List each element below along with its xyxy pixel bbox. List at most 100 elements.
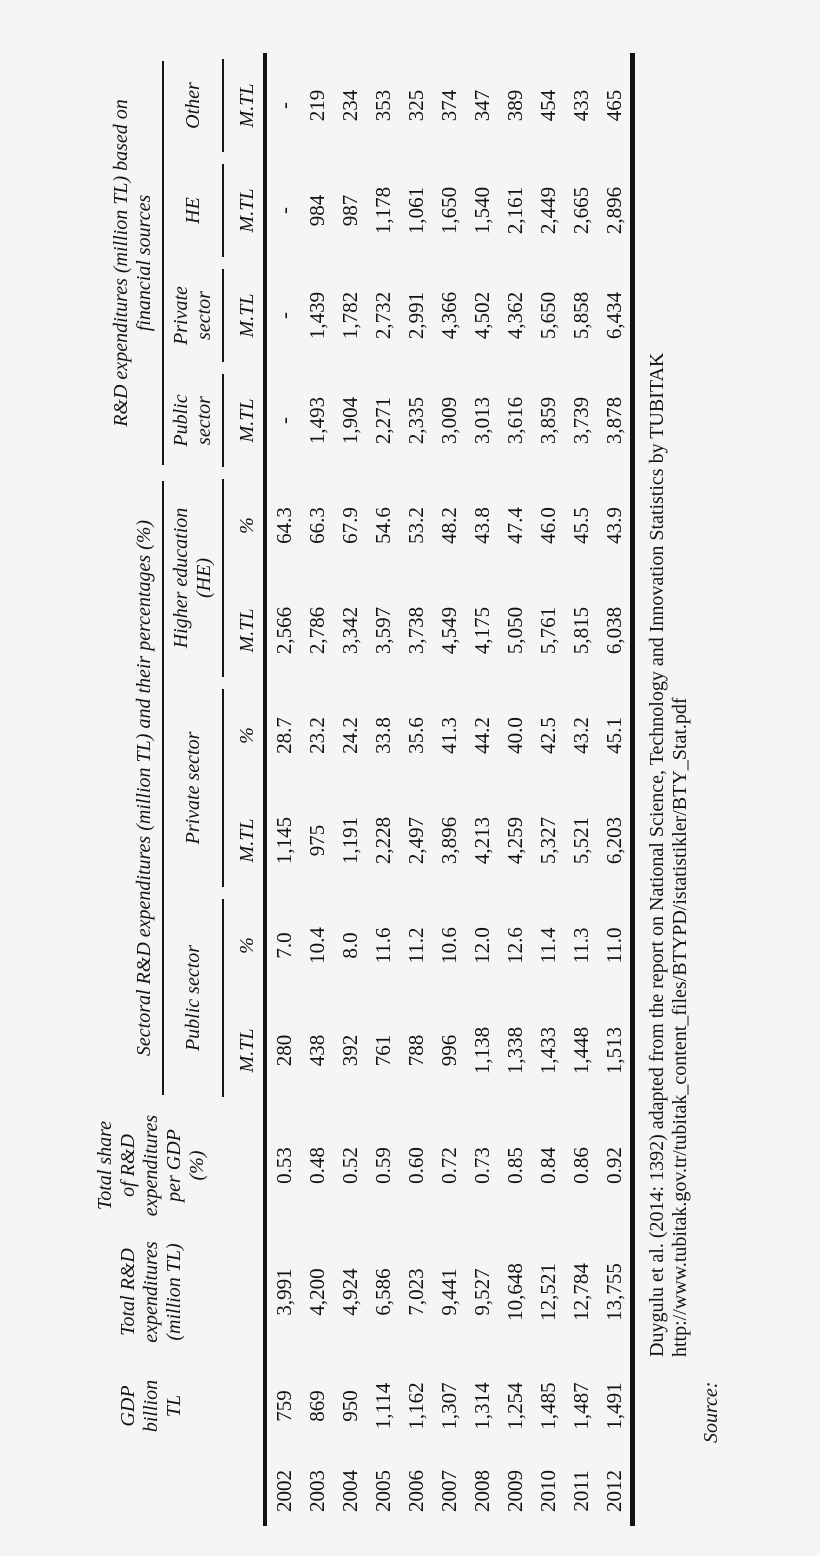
value-cell: 2,786 (304, 606, 329, 655)
value-cell: - (271, 207, 296, 214)
value-cell: 4,366 (436, 291, 461, 340)
value-cell: 48.2 (436, 507, 461, 544)
header-line: Total share (93, 1120, 116, 1211)
value-cell: 3,342 (337, 606, 362, 655)
value-cell: 4,362 (502, 291, 527, 340)
value-cell: 0.59 (370, 1147, 395, 1184)
value-cell: 1,448 (568, 1026, 593, 1075)
value-cell: 5,327 (535, 816, 560, 865)
value-cell: 40.0 (502, 717, 527, 754)
value-cell: 2,161 (502, 186, 527, 235)
group-title-sectoral: Sectoral R&D expenditures (million TL) a… (36, 481, 164, 1095)
measure-label: M.TL (236, 188, 258, 233)
value-cell: 1,061 (403, 186, 428, 235)
value-cell: 4,259 (502, 816, 527, 865)
value-cell: - (271, 102, 296, 109)
value-cell: 43.9 (601, 507, 626, 544)
header-line: Public sector (181, 944, 204, 1052)
value-cell: 46.0 (535, 507, 560, 544)
value-cell: 66.3 (304, 507, 329, 544)
year-cell: 2002 (271, 1470, 296, 1512)
value-cell: 1,178 (370, 186, 395, 235)
value-cell: 11.4 (535, 927, 560, 964)
measure-label: M.TL (236, 818, 258, 863)
value-cell: 6,434 (601, 291, 626, 340)
subheader-fin-public-sector: Public sector (164, 374, 224, 467)
year-cell: 2008 (469, 1470, 494, 1512)
year-cell: 2007 (436, 1470, 461, 1512)
group-title-financial-sources: R&D expenditures (million TL) based on fi… (36, 61, 164, 465)
value-cell: 788 (403, 1034, 428, 1067)
value-cell: 41.3 (436, 717, 461, 754)
value-cell: 325 (403, 89, 428, 122)
value-cell: 10.6 (436, 927, 461, 964)
measure-label: % (236, 727, 258, 744)
value-cell: 1,491 (601, 1382, 626, 1430)
value-cell: 3,597 (370, 606, 395, 655)
value-cell: 47.4 (502, 507, 527, 544)
value-cell: 0.84 (535, 1147, 560, 1184)
value-cell: 33.8 (370, 717, 395, 754)
source-note: Source: Duygulu et al. (2014: 1392) adap… (646, 23, 722, 1443)
value-cell: 42.5 (535, 717, 560, 754)
value-cell: - (271, 312, 296, 319)
source-url-line: http://www.tubitak.gov.tr/tubitak_conten… (669, 697, 691, 1357)
value-cell: 10.4 (304, 927, 329, 964)
value-cell: 0.48 (304, 1147, 329, 1184)
value-cell: 869 (304, 1390, 329, 1422)
value-cell: 2,665 (568, 186, 593, 235)
value-cell: 392 (337, 1034, 362, 1067)
value-cell: 1,513 (601, 1026, 626, 1075)
gdp-column-header: GDP billion TL (36, 1356, 266, 1456)
year-column-header (36, 1456, 266, 1526)
measure-label: % (236, 937, 258, 954)
subheader-fin-private-sector: Private sector (164, 269, 224, 362)
value-cell: 3,896 (436, 816, 461, 865)
subheader-private-sector: Private sector (164, 689, 224, 887)
value-cell: 5,521 (568, 816, 593, 865)
measure-label: M.TL (236, 398, 258, 443)
header-line: HE (181, 197, 204, 224)
value-cell: 24.2 (337, 717, 362, 754)
header-body-separator-rule (263, 53, 267, 1526)
table-bottom-rule (630, 53, 635, 1526)
value-cell: 4,502 (469, 291, 494, 340)
share-column-header: Total share of R&D expenditures per GDP (%) (36, 1103, 266, 1228)
value-cell: 67.9 (337, 507, 362, 544)
value-cell: 54.6 (370, 507, 395, 544)
header-line: (million TL) (162, 1243, 185, 1341)
value-cell: 3,878 (601, 396, 626, 445)
subheader-fin-he: HE (164, 164, 224, 257)
value-cell: 996 (436, 1034, 461, 1067)
value-cell: 23.2 (304, 717, 329, 754)
value-cell: 11.6 (370, 927, 395, 964)
value-cell: 0.72 (436, 1147, 461, 1184)
value-cell: 0.92 (601, 1147, 626, 1184)
value-cell: 12.6 (502, 927, 527, 964)
header-line: expenditures (139, 1241, 162, 1343)
value-cell: 2,896 (601, 186, 626, 235)
value-cell: 374 (436, 89, 461, 122)
value-cell: 1,540 (469, 186, 494, 235)
value-cell: 4,200 (304, 1268, 329, 1316)
value-cell: 984 (304, 194, 329, 227)
value-cell: 5,650 (535, 291, 560, 340)
value-cell: 465 (601, 89, 626, 122)
value-cell: 64.3 (271, 507, 296, 544)
year-cell: 2009 (502, 1470, 527, 1512)
value-cell: 5,761 (535, 606, 560, 655)
value-cell: 1,254 (502, 1382, 527, 1430)
value-cell: 2,991 (403, 291, 428, 340)
value-cell: 9,441 (436, 1268, 461, 1316)
header-line: Total R&D (116, 1248, 139, 1336)
header-line: TL (162, 1394, 185, 1418)
value-cell: 438 (304, 1034, 329, 1067)
value-cell: 219 (304, 89, 329, 122)
measure-label: % (236, 517, 258, 534)
subheader-public-sector: Public sector (164, 899, 224, 1097)
value-cell: 1,650 (436, 186, 461, 235)
value-cell: 353 (370, 89, 395, 122)
value-cell: 2,335 (403, 396, 428, 445)
